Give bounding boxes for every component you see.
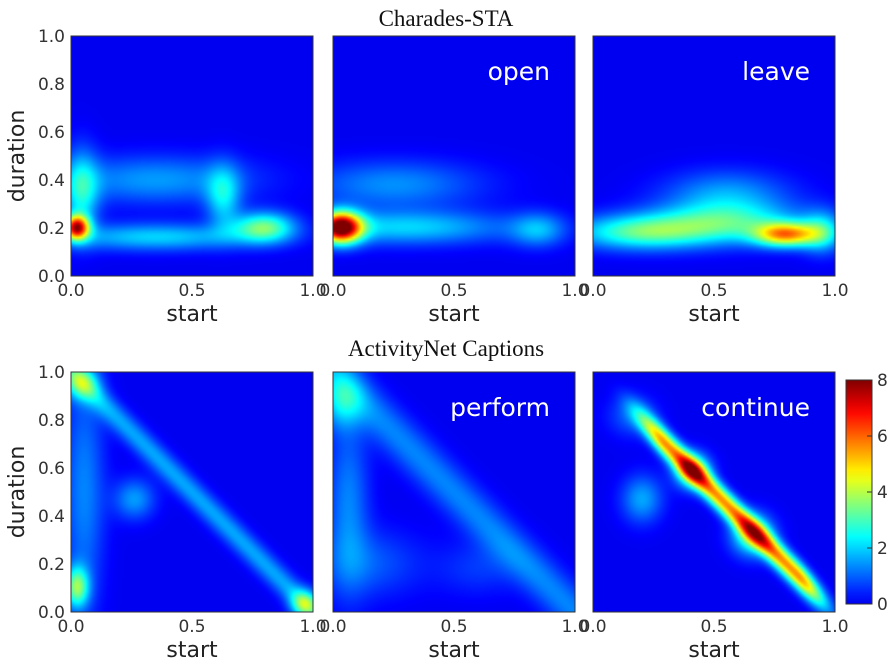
colorbar-tick-label: 2 [877, 539, 888, 559]
x-tick-label: 0.5 [440, 617, 467, 637]
panel-charades-2: 0.0 0.5 1.0 start open [319, 35, 589, 327]
colorbar-tick-label: 4 [877, 483, 888, 503]
x-tick-label: 0.5 [178, 281, 205, 301]
y-tick-label: 0.2 [38, 219, 65, 239]
x-axis-label: start [688, 302, 740, 327]
y-tick-label: 0.0 [38, 267, 65, 287]
panel-activitynet-2: 0.0 0.5 1.0 start perform [319, 371, 589, 662]
x-tick-label: 0.0 [319, 617, 346, 637]
y-tick-label: 0.8 [38, 411, 65, 431]
x-tick-label: 0.0 [57, 281, 84, 301]
heatmap-image [333, 36, 575, 276]
x-tick-label: 1.0 [821, 281, 848, 301]
panel-frame [70, 35, 314, 277]
x-tick-label: 1.0 [821, 617, 848, 637]
colorbar-tick-label: 8 [877, 371, 888, 391]
x-tick-label: 0.5 [700, 617, 727, 637]
x-tick-label: 0.5 [700, 281, 727, 301]
row-title-charades: Charades-STA [379, 6, 514, 31]
panel-frame [592, 371, 836, 613]
heatmap-image [71, 36, 313, 276]
heatmap-image [333, 372, 575, 612]
panel-activitynet-1: 0.0 0.5 1.0 0.0 0.2 0.4 0.6 0.8 1.0 start duration [5, 363, 327, 662]
x-axis-label: start [428, 302, 480, 327]
y-tick-label: 0.4 [38, 507, 65, 527]
panel-charades-1: 0.0 0.5 1.0 0.0 0.2 0.4 0.6 0.8 1.0 start duration [5, 27, 327, 327]
panel-activitynet-3: 0.0 0.5 1.0 start continue [579, 371, 849, 662]
heatmap-image [71, 372, 313, 612]
x-tick-label: 0.0 [579, 617, 606, 637]
panel-word-label: continue [701, 393, 810, 422]
panel-frame [592, 35, 836, 277]
panel-frame [332, 35, 576, 277]
x-axis-label: start [166, 302, 218, 327]
panel-charades-3: 0.0 0.5 1.0 start leave [579, 35, 849, 327]
y-tick-label: 0.2 [38, 555, 65, 575]
y-tick-label: 0.4 [38, 171, 65, 191]
y-tick-label: 1.0 [38, 27, 65, 47]
x-axis-label: start [166, 638, 218, 662]
panel-word-label: open [488, 57, 550, 86]
x-tick-label: 1.0 [561, 617, 588, 637]
y-tick-label: 1.0 [38, 363, 65, 383]
colorbar-tick-label: 6 [877, 427, 888, 447]
x-tick-label: 1.0 [299, 617, 326, 637]
panel-word-label: perform [450, 393, 550, 422]
x-tick-label: 0.5 [440, 281, 467, 301]
x-tick-label: 0.5 [178, 617, 205, 637]
colorbar: 0 2 4 6 8 [845, 371, 888, 615]
panel-word-label: leave [742, 57, 810, 86]
x-axis-label: start [428, 638, 480, 662]
y-tick-label: 0.6 [38, 459, 65, 479]
row-title-activitynet: ActivityNet Captions [348, 336, 544, 361]
y-tick-label: 0.8 [38, 75, 65, 95]
heatmap-image [593, 372, 835, 612]
panel-grid: 0.0 0.5 1.00.00.20.40.60.81.0startduration… [5, 27, 849, 662]
heatmap-image [593, 36, 835, 276]
x-tick-label: 0.0 [319, 281, 346, 301]
x-tick-label: 1.0 [299, 281, 326, 301]
y-tick-label: 0.0 [38, 603, 65, 623]
colorbar-tick-label: 0 [877, 595, 888, 615]
y-tick-label: 0.6 [38, 123, 65, 143]
y-axis-label: duration [5, 110, 30, 203]
x-tick-label: 0.0 [579, 281, 606, 301]
panel-frame [332, 371, 576, 613]
y-axis-label: duration [5, 446, 30, 539]
x-tick-label: 0.0 [57, 617, 84, 637]
panel-frame [70, 371, 314, 613]
x-tick-label: 1.0 [561, 281, 588, 301]
x-axis-label: start [688, 638, 740, 662]
